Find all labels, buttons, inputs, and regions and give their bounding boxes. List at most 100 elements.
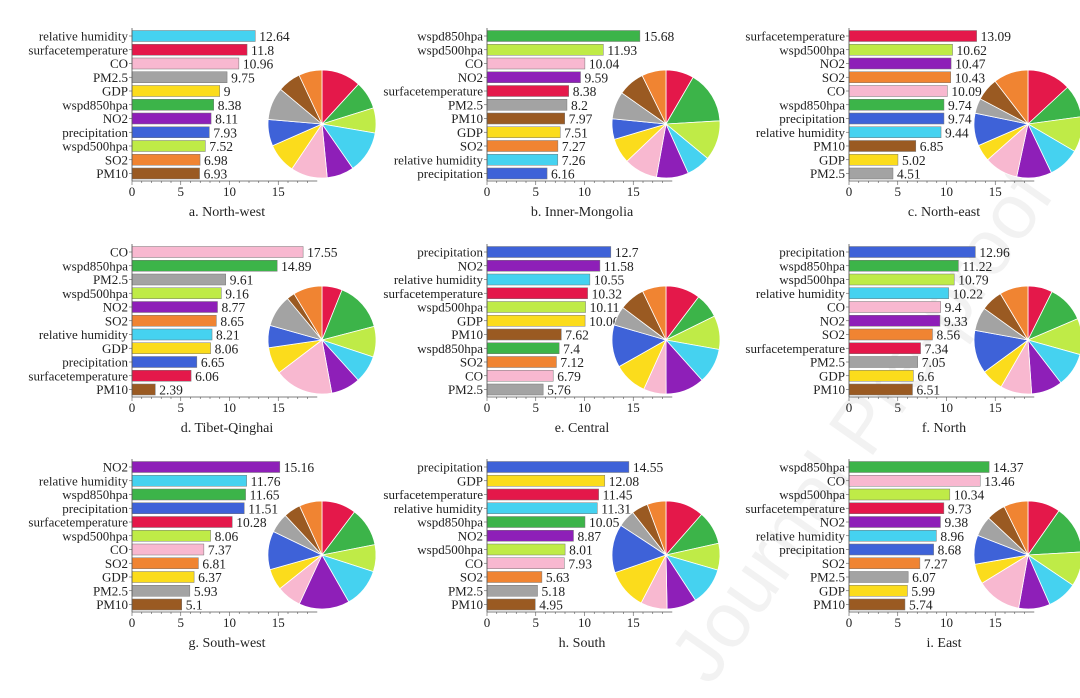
value-label: 11.22 [962,259,992,274]
bar [848,557,921,569]
category-label: SO2 [822,70,845,85]
x-tick-label: 15 [989,400,1002,415]
bar [131,273,226,286]
bar [486,246,612,258]
x-tick-label: 15 [627,615,640,630]
value-label: 5.93 [194,584,218,599]
category-label: precipitation [779,111,845,126]
value-label: 14.89 [281,259,312,274]
panel-title: i. East [927,636,962,651]
bar [848,260,959,272]
bar [486,112,565,125]
chart-panel: surfacetemperature 13.09 wspd500hpa 10.62 NO… [745,28,1080,220]
bar [131,475,247,487]
bar [131,126,210,138]
category-label: SO2 [822,327,845,342]
bar [848,502,945,514]
value-label: 8.01 [569,543,593,558]
bar [486,71,581,83]
bar [848,44,953,56]
value-label: 9.33 [944,314,968,329]
bar [486,85,569,97]
value-label: 6.79 [557,369,581,384]
value-label: 12.7 [615,245,639,260]
value-label: 8.96 [940,529,964,544]
value-label: 10.32 [592,286,622,301]
category-label: wspd850hpa [779,460,845,475]
panel-title: e. Central [555,421,610,436]
value-label: 7.4 [563,341,580,356]
bar [848,328,933,341]
value-label: 5.1 [186,598,203,613]
value-label: 15.16 [284,460,315,475]
bar [486,287,588,299]
value-label: 8.65 [220,314,244,329]
category-label: surfacetemperature [28,368,128,383]
value-label: 11.51 [248,501,278,516]
category-label: GDP [819,368,845,383]
category-label: PM10 [813,382,845,397]
panel-title: f. North [922,421,966,436]
value-label: 6.81 [202,556,226,571]
category-label: PM10 [813,597,845,612]
value-label: 8.11 [215,112,238,127]
bar [848,543,934,556]
value-label: 8.06 [215,341,239,356]
pie-slice [298,69,323,125]
value-label: 9.61 [230,273,254,288]
category-label: NO2 [103,460,128,475]
category-label: wspd850hpa [62,97,128,112]
x-tick-label: 15 [272,400,285,415]
x-tick-label: 15 [989,184,1002,199]
category-label: PM2.5 [810,570,845,585]
value-label: 7.51 [564,125,588,140]
category-label: surfacetemperature [745,501,845,516]
bar [131,315,217,327]
bar [848,30,977,42]
category-label: wspd850hpa [417,341,483,356]
value-label: 6.16 [551,167,575,182]
pie-slice [641,69,667,125]
x-tick-label: 5 [178,615,185,630]
chart-panel: precipitation 12.7 NO2 11.58 relative humidi… [383,244,721,436]
category-label: PM2.5 [93,70,128,85]
value-label: 5.18 [542,584,566,599]
category-label: GDP [819,583,845,598]
value-label: 9.74 [948,98,972,113]
value-label: 15.68 [644,29,675,44]
category-label: PM2.5 [810,355,845,370]
chart-grid: relative humidity 12.64 surfacetemperature… [28,28,1080,651]
bar [131,516,233,528]
category-label: wspd500hpa [779,42,845,57]
value-label: 10.09 [951,84,982,99]
bar [131,461,281,473]
category-label: GDP [457,125,483,140]
pie-slice [299,500,323,556]
category-label: wspd500hpa [417,542,483,557]
value-label: 5.76 [547,383,571,398]
bar [848,356,918,368]
value-label: 6.85 [920,139,944,154]
bar [131,488,246,501]
x-tick-label: 10 [940,400,953,415]
bar [486,356,557,368]
category-label: PM10 [813,139,845,154]
bar [131,71,228,83]
bar [848,530,937,542]
bar [131,44,248,56]
bar [848,315,941,327]
value-label: 10.06 [589,314,620,329]
bar [131,543,205,556]
category-label: wspd500hpa [779,272,845,287]
chart-panel: precipitation 14.55 GDP 12.08 surfacetempera… [383,459,721,651]
bar [486,30,641,42]
value-label: 12.64 [259,29,290,44]
x-tick-label: 0 [484,184,491,199]
value-label: 8.06 [215,529,239,544]
category-label: PM2.5 [93,583,128,598]
value-label: 8.38 [218,98,242,113]
bar [131,530,211,542]
value-label: 12.08 [609,474,640,489]
pie-slice [994,69,1029,126]
value-label: 14.37 [993,460,1024,475]
